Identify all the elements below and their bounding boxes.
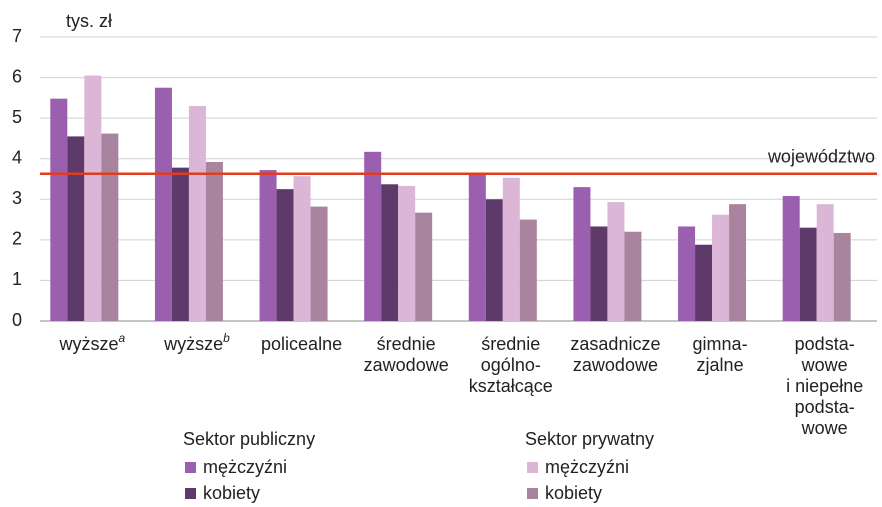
x-tick-label-line: gimna- — [693, 334, 748, 354]
x-tick-label-line: ogólno- — [481, 355, 541, 375]
bar — [590, 226, 608, 321]
bar — [485, 199, 503, 321]
bar — [782, 196, 800, 321]
x-tick-label: ogólno- — [481, 355, 541, 375]
legend-swatch — [527, 488, 538, 499]
legend-swatch — [185, 462, 196, 473]
bar — [50, 98, 68, 321]
bar — [624, 231, 642, 321]
legend-label: kobiety — [545, 483, 602, 503]
x-tick-label: zawodowe — [573, 355, 658, 375]
x-tick-label: i niepełne — [786, 376, 863, 396]
legend-title: Sektor publiczny — [183, 429, 315, 449]
legend-swatch — [527, 462, 538, 473]
x-tick-label-line: średnie — [481, 334, 540, 354]
y-unit: tys. zł — [66, 11, 112, 31]
y-tick-label: 4 — [12, 147, 22, 167]
x-tick-label-line: kształcące — [469, 376, 553, 396]
bar — [310, 206, 328, 321]
x-tick-label: wyższea — [58, 331, 125, 354]
bar — [573, 187, 591, 321]
bar — [84, 75, 102, 322]
y-tick-label: 2 — [12, 229, 22, 249]
legend-label: kobiety — [203, 483, 260, 503]
x-tick-label: gimna- — [693, 334, 748, 354]
x-tick-label-line: zasadnicze — [570, 334, 660, 354]
y-tick-label: 1 — [12, 269, 22, 289]
x-tick-note: a — [118, 331, 125, 345]
legend-label: mężczyźni — [545, 457, 629, 477]
bar — [364, 151, 382, 321]
bar — [415, 212, 433, 321]
bar — [154, 87, 172, 321]
x-tick-label: średnie — [481, 334, 540, 354]
y-tick-label: 5 — [12, 107, 22, 127]
bar — [381, 184, 399, 321]
bar — [67, 136, 85, 321]
x-tick-label: średnie — [377, 334, 436, 354]
x-tick-label-line: policealne — [261, 334, 342, 354]
x-tick-label-line: średnie — [377, 334, 436, 354]
x-tick-label: wowe — [801, 355, 848, 375]
bar — [833, 232, 851, 321]
x-tick-label-line: wowe — [801, 355, 848, 375]
x-tick-label: wyższeb — [163, 331, 230, 354]
x-tick-label-line: wyższe — [58, 334, 118, 354]
x-tick-label: podsta- — [795, 334, 855, 354]
x-tick-note: b — [223, 331, 230, 345]
legend-title: Sektor prywatny — [525, 429, 654, 449]
x-tick-label: podsta- — [795, 397, 855, 417]
x-tick-label-line: wowe — [801, 418, 848, 438]
x-tick-label: zasadnicze — [570, 334, 660, 354]
bar — [712, 214, 730, 321]
x-tick-label-line: podsta- — [795, 397, 855, 417]
bar — [607, 202, 625, 321]
bar — [695, 244, 713, 321]
x-tick-label: wowe — [801, 418, 848, 438]
bar — [816, 204, 834, 321]
legend-swatch — [185, 488, 196, 499]
reference-label: województwo — [767, 146, 875, 166]
x-tick-label-line: zjalne — [697, 355, 744, 375]
y-tick-label: 7 — [12, 26, 22, 46]
x-tick-label-line: podsta- — [795, 334, 855, 354]
legend-label: mężczyźni — [203, 457, 287, 477]
bar — [468, 173, 486, 321]
y-tick-label: 0 — [12, 310, 22, 330]
x-tick-label: kształcące — [469, 376, 553, 396]
y-tick-label: 3 — [12, 188, 22, 208]
y-tick-label: 6 — [12, 66, 22, 86]
x-tick-label: zjalne — [697, 355, 744, 375]
x-tick-label-line: zawodowe — [573, 355, 658, 375]
bar — [171, 167, 189, 321]
bar — [276, 189, 294, 321]
x-tick-label-line: zawodowe — [364, 355, 449, 375]
bar — [293, 176, 311, 321]
bar — [729, 204, 747, 321]
x-tick-label: zawodowe — [364, 355, 449, 375]
bar — [101, 133, 119, 321]
bar — [502, 177, 520, 321]
bar — [205, 161, 223, 321]
bar — [519, 219, 537, 321]
bar — [678, 226, 696, 321]
bar — [188, 105, 206, 321]
x-tick-label-line: i niepełne — [786, 376, 863, 396]
bar — [259, 170, 277, 321]
x-tick-label: policealne — [261, 334, 342, 354]
bar — [398, 185, 416, 321]
bar — [799, 227, 817, 321]
x-tick-label-line: wyższe — [163, 334, 223, 354]
